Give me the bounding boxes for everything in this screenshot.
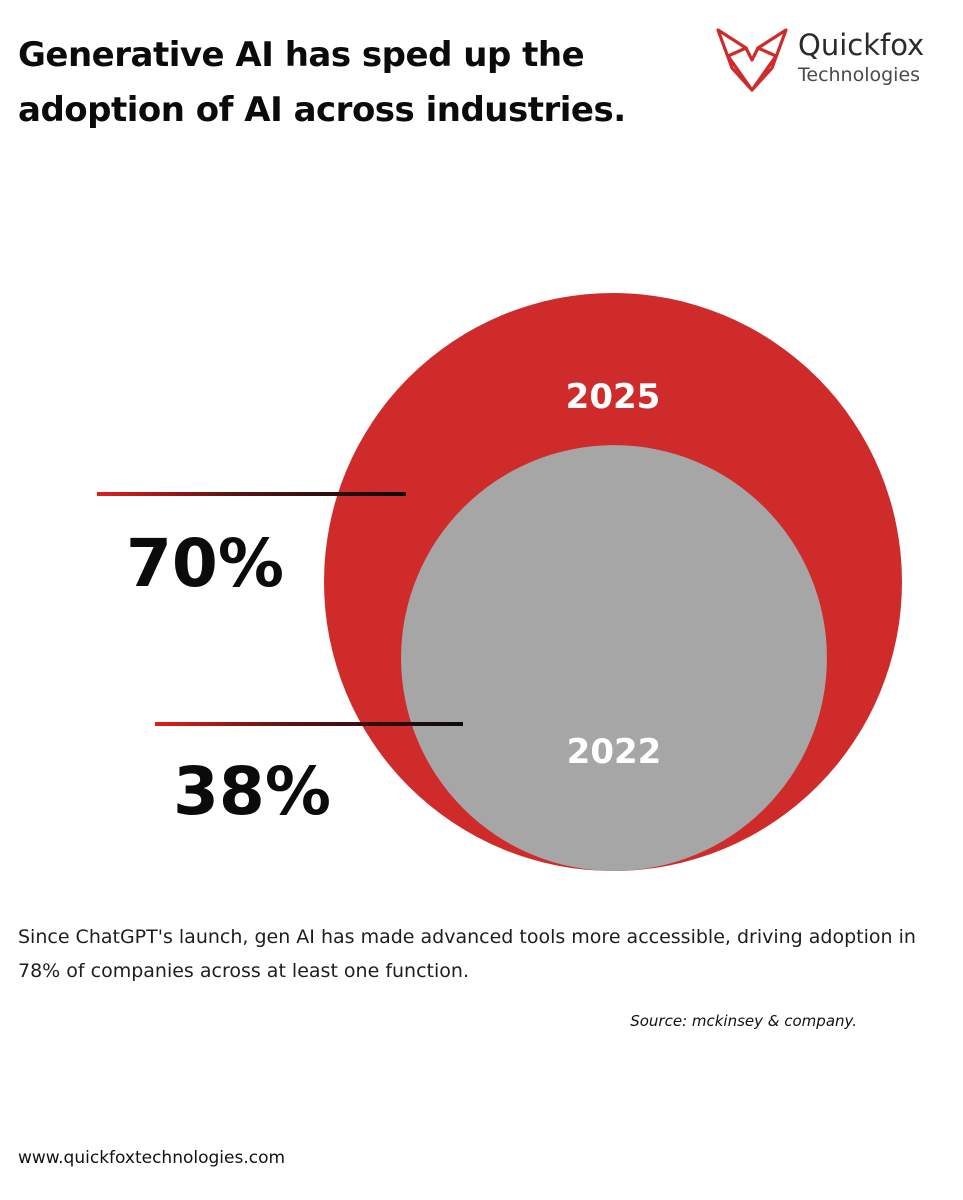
source-citation: Source: mckinsey & company.: [630, 1012, 857, 1030]
logo-subtitle: Technologies: [798, 64, 921, 86]
year-label-2025: 2025: [566, 377, 661, 417]
value-label-2025: 70%: [126, 525, 284, 602]
bubble-2022: [401, 445, 827, 871]
adoption-chart: 70% 38% 2025 2022: [97, 293, 902, 871]
page-title: Generative AI has sped up the adoption o…: [18, 35, 626, 130]
company-logo: Quickfox Technologies: [712, 24, 952, 96]
leader-line-2022: [155, 722, 463, 726]
leader-line-2025: [97, 492, 406, 496]
description-text: Since ChatGPT's launch, gen AI has made …: [18, 926, 916, 982]
value-label-2022: 38%: [173, 753, 331, 830]
year-label-2022: 2022: [567, 732, 662, 772]
fox-logo-icon: [716, 28, 788, 92]
website-url: www.quickfoxtechnologies.com: [18, 1148, 286, 1168]
logo-name: Quickfox: [798, 28, 925, 62]
